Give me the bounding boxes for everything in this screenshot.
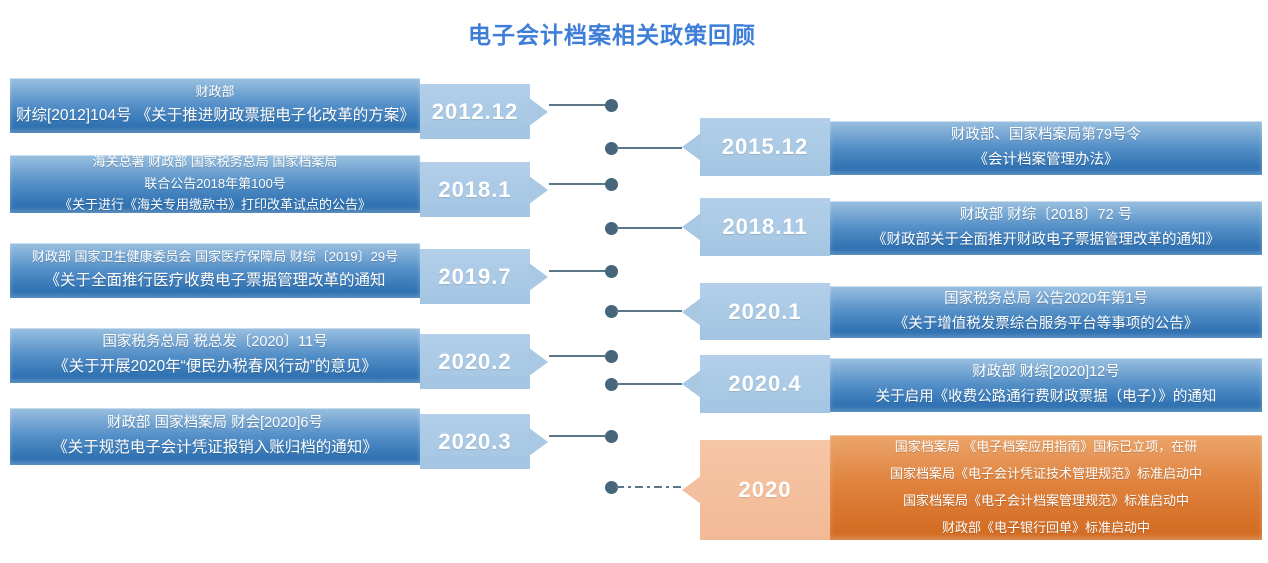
date-label: 2020.2 [438,348,512,374]
policy-line: 《关于增值税发票综合服务平台等事项的公告》 [893,315,1199,332]
policy-line: 《会计档案管理办法》 [973,151,1119,168]
timeline-dot [605,178,618,191]
connector-line [549,104,609,106]
policy-block-2019-7: 财政部 国家卫生健康委员会 国家医疗保障局 财综〔2019〕29号 《关于全面推… [10,243,420,298]
date-tab-2020-1: 2020.1 [700,283,830,340]
connector-line [616,227,682,229]
date-tab-2018-1: 2018.1 [420,162,530,217]
policy-block-2020-3: 财政部 国家档案局 财会[2020]6号 《关于规范电子会计凭证报销入账归档的通… [10,408,420,465]
connector-line [616,383,682,385]
policy-line: 财政部 财综〔2018〕72 号 [959,207,1133,224]
policy-line: 《关于开展2020年“便民办税春风行动”的意见》 [53,358,377,376]
connector-line [616,310,682,312]
policy-block-2020-2: 国家税务总局 税总发〔2020〕11号 《关于开展2020年“便民办税春风行动”… [10,328,420,383]
connector-line [549,355,609,357]
connector-line [549,435,609,437]
connector-line [549,183,609,185]
policy-block-2020: 国家档案局 《电子档案应用指南》国标已立项，在研 国家档案局《电子会计凭证技术管… [830,435,1262,540]
timeline-dot [605,222,618,235]
timeline-dot [605,142,618,155]
policy-line: 财政部 财综[2020]12号 [972,364,1120,381]
policy-block-2020-1: 国家税务总局 公告2020年第1号 《关于增值税发票综合服务平台等事项的公告》 [830,286,1262,338]
policy-block-2018-1: 海关总署 财政部 国家税务总局 国家档案局 联合公告2018年第100号 《关于… [10,153,420,213]
date-label: 2020.1 [728,298,802,324]
policy-block-2018-11: 财政部 财综〔2018〕72 号 《财政部关于全面推开财政电子票据管理改革的通知… [830,201,1262,255]
policy-line: 《财政部关于全面推开财政电子票据管理改革的通知》 [872,231,1220,248]
date-tab-2018-11: 2018.11 [700,198,830,256]
policy-line: 财综[2012]104号 《关于推进财政票据电子化改革的方案》 [16,107,415,125]
connector-line-dashed [616,486,682,488]
date-tab-2020: 2020 [700,440,830,540]
page-title: 电子会计档案相关政策回顾 [468,22,756,48]
date-label: 2012.12 [431,98,519,124]
policy-line: 财政部 [195,84,235,100]
timeline-dot [605,350,618,363]
policy-line: 联合公告2018年第100号 [144,175,286,191]
connector-line [549,270,609,272]
policy-block-2012-12: 财政部 财综[2012]104号 《关于推进财政票据电子化改革的方案》 [10,78,420,133]
connector-line [616,147,682,149]
timeline-dot [605,305,618,318]
policy-block-2015-12: 财政部、国家档案局第79号令 《会计档案管理办法》 [830,121,1262,175]
policy-line: 《关于规范电子会计凭证报销入账归档的通知》 [52,439,378,457]
timeline-dot [605,378,618,391]
policy-line: 国家税务总局 税总发〔2020〕11号 [102,334,328,351]
date-label: 2020.3 [438,428,512,454]
timeline-dot [605,430,618,443]
policy-line: 《关于进行《海关专用缴款书》打印改革试点的公告》 [58,197,371,213]
policy-line: 关于启用《收费公路通行费财政票据（电子）》的通知 [875,388,1217,405]
date-tab-2015-12: 2015.12 [700,118,830,176]
date-label: 2018.11 [722,214,808,239]
date-tab-2019-7: 2019.7 [420,249,530,304]
policy-line: 国家档案局《电子会计档案管理规范》标准启动中 [902,493,1189,508]
date-label: 2018.1 [438,176,512,202]
date-label: 2020.4 [728,371,802,396]
policy-line: 财政部 国家卫生健康委员会 国家医疗保障局 财综〔2019〕29号 [31,249,399,265]
date-label: 2015.12 [721,134,809,159]
date-tab-2020-2: 2020.2 [420,334,530,389]
timeline-dot [605,99,618,112]
date-label: 2020 [738,477,792,502]
policy-block-2020-4: 财政部 财综[2020]12号 关于启用《收费公路通行费财政票据（电子）》的通知 [830,358,1262,412]
date-tab-2020-3: 2020.3 [420,414,530,469]
date-tab-2020-4: 2020.4 [700,355,830,413]
policy-line: 国家税务总局 公告2020年第1号 [944,291,1148,308]
policy-line: 国家档案局《电子会计凭证技术管理规范》标准启动中 [889,466,1202,481]
timeline-dot [605,481,618,494]
timeline-dot [605,265,618,278]
date-tab-2012-12: 2012.12 [420,84,530,139]
policy-line: 《关于全面推行医疗收费电子票据管理改革的通知 [44,272,386,290]
policy-line: 财政部 国家档案局 财会[2020]6号 [107,415,323,432]
policy-line: 财政部《电子银行回单》标准启动中 [941,520,1150,535]
policy-line: 海关总署 财政部 国家税务总局 国家档案局 [92,153,338,169]
policy-line: 财政部、国家档案局第79号令 [950,127,1142,144]
date-label: 2019.7 [438,263,512,289]
policy-line: 国家档案局 《电子档案应用指南》国标已立项，在研 [894,439,1198,454]
